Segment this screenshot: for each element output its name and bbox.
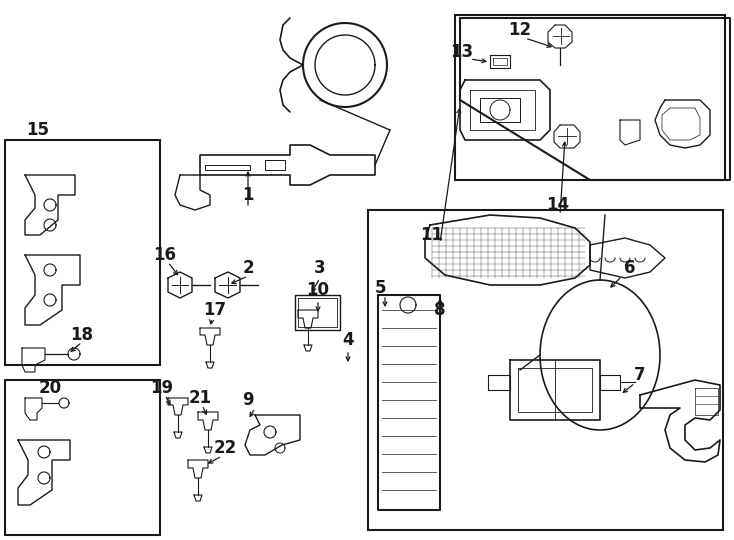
Text: 15: 15 [26,121,49,139]
Text: 5: 5 [374,279,386,297]
Text: 3: 3 [314,259,326,277]
Text: 17: 17 [203,301,227,319]
Text: 16: 16 [153,246,176,264]
Text: 6: 6 [624,259,636,277]
Text: 4: 4 [342,331,354,349]
Bar [5,380,160,535]
Text: 22: 22 [214,439,236,457]
Text: 12: 12 [509,21,531,39]
Text: 13: 13 [451,43,473,61]
Bar [5,140,160,365]
Text: 21: 21 [189,389,211,407]
Text: 1: 1 [242,186,254,204]
Text: 8: 8 [435,301,446,319]
Text: 2: 2 [242,259,254,277]
Text: 10: 10 [307,281,330,299]
Text: 11: 11 [421,226,443,244]
Text: 7: 7 [634,366,646,384]
Bar [455,15,725,180]
Bar [368,210,723,530]
Text: 19: 19 [150,379,173,397]
Text: 9: 9 [242,391,254,409]
Text: 18: 18 [70,326,93,344]
Text: 20: 20 [38,379,62,397]
Text: 14: 14 [546,196,570,214]
